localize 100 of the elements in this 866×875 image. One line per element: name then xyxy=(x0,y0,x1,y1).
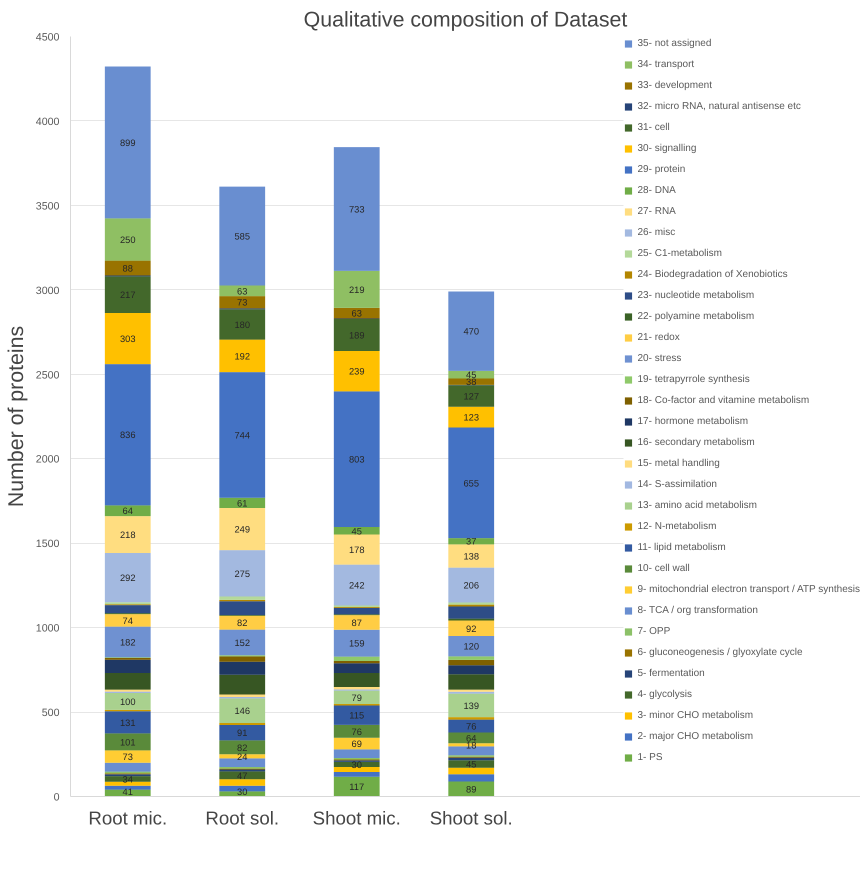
data-label: 88 xyxy=(122,264,133,274)
x-tick-label: Shoot sol. xyxy=(430,808,513,828)
data-label: 139 xyxy=(463,700,480,711)
y-tick-label: 1000 xyxy=(36,622,60,635)
data-label: 41 xyxy=(122,787,133,797)
data-label: 61 xyxy=(237,498,248,508)
data-label: 733 xyxy=(348,204,365,215)
data-label: 100 xyxy=(120,696,136,707)
data-label: 92 xyxy=(466,624,476,634)
data-label: 218 xyxy=(120,530,136,540)
legend-label: 9- mitochondrial electron transport / ATP synthesis xyxy=(637,583,860,597)
data-label: 192 xyxy=(234,351,250,362)
data-label: 836 xyxy=(120,430,136,440)
data-label: 82 xyxy=(237,618,248,628)
y-tick-label: 2500 xyxy=(36,369,60,382)
data-label: 146 xyxy=(234,706,250,716)
legend-label: 25- C1-metabolism xyxy=(637,247,722,261)
data-label: 69 xyxy=(352,739,362,750)
data-label: 180 xyxy=(234,320,250,330)
y-tick-label: 3000 xyxy=(36,284,60,297)
data-label: 249 xyxy=(234,524,250,535)
legend-label: 15- metal handling xyxy=(637,457,720,471)
legend-label: 22- polyamine metabolism xyxy=(637,310,754,324)
legend-label: 21- redox xyxy=(637,331,680,345)
data-label: 82 xyxy=(237,742,248,753)
data-label: 45 xyxy=(352,526,362,536)
y-tick-label: 1500 xyxy=(36,538,60,550)
data-label: 63 xyxy=(237,286,248,296)
legend-label: 18- Co-factor and vitamine metabolism xyxy=(637,394,810,408)
data-label: 206 xyxy=(463,580,480,591)
x-tick-label: Shoot mic. xyxy=(312,808,401,828)
legend-label: 1- PS xyxy=(637,751,662,765)
legend-label: 28- DNA xyxy=(637,184,676,198)
x-tick-label: Root mic. xyxy=(88,808,168,828)
data-label: 74 xyxy=(122,616,133,626)
data-label: 182 xyxy=(120,637,136,648)
legend-label: 14- S-assimilation xyxy=(637,478,717,492)
data-label: 45 xyxy=(466,759,476,770)
legend-label: 27- RNA xyxy=(637,205,676,219)
chart-title: Qualitative composition of Dataset xyxy=(304,8,628,32)
data-label: 159 xyxy=(348,638,365,649)
data-label: 275 xyxy=(234,568,250,579)
legend-label: 12- N-metabolism xyxy=(637,520,716,534)
data-label: 76 xyxy=(466,722,476,732)
legend-label: 33- development xyxy=(637,79,712,93)
legend-label: 17- hormone metabolism xyxy=(637,415,748,429)
data-label: 91 xyxy=(237,728,248,738)
legend-label: 32- micro RNA, natural antisense etc xyxy=(637,100,801,114)
data-label: 803 xyxy=(348,454,365,465)
x-tick-label: Root sol. xyxy=(205,808,280,828)
data-label: 101 xyxy=(120,737,136,748)
data-label: 87 xyxy=(352,618,362,628)
legend-label: 2- major CHO metabolism xyxy=(637,730,754,744)
data-label: 217 xyxy=(120,290,136,300)
data-label: 152 xyxy=(234,638,250,648)
legend-label: 31- cell xyxy=(637,121,670,135)
data-label: 47 xyxy=(237,770,248,781)
legend-label: 5- fermentation xyxy=(637,667,705,681)
data-label: 655 xyxy=(463,478,480,488)
data-label: 89 xyxy=(466,784,476,794)
legend-label: 30- signalling xyxy=(637,142,696,156)
data-label: 64 xyxy=(466,733,476,744)
legend-label: 13- amino acid metabolism xyxy=(637,499,757,513)
data-label: 38 xyxy=(466,377,476,388)
legend-label: 24- Biodegradation of Xenobiotics xyxy=(637,268,788,282)
data-label: 899 xyxy=(120,138,136,148)
data-label: 76 xyxy=(352,726,362,737)
legend-label: 23- nucleotide metabolism xyxy=(637,289,754,303)
data-label: 242 xyxy=(348,580,365,591)
y-tick-label: 500 xyxy=(42,707,60,720)
legend-label: 7- OPP xyxy=(637,625,670,639)
data-label: 123 xyxy=(463,412,480,423)
y-tick-label: 0 xyxy=(54,792,60,804)
legend-label: 19- tetrapyrrole synthesis xyxy=(637,373,750,387)
data-label: 189 xyxy=(348,330,365,341)
legend-label: 4- glycolysis xyxy=(637,688,692,702)
y-tick-label: 4000 xyxy=(36,116,60,128)
data-label: 303 xyxy=(120,334,136,344)
legend-label: 11- lipid metabolism xyxy=(637,541,726,555)
data-label: 178 xyxy=(348,545,365,556)
legend-label: 29- protein xyxy=(637,163,686,177)
data-label: 138 xyxy=(463,552,480,562)
data-label: 120 xyxy=(463,642,480,652)
legend-label: 10- cell wall xyxy=(637,562,690,576)
y-axis-title: Number of proteins xyxy=(4,326,28,508)
data-label: 292 xyxy=(120,573,136,584)
data-label: 585 xyxy=(234,232,250,242)
legend-label: 20- stress xyxy=(637,352,682,366)
data-label: 79 xyxy=(352,692,362,703)
data-label: 73 xyxy=(237,298,248,308)
data-label: 127 xyxy=(463,391,480,402)
y-tick-label: 3500 xyxy=(36,200,60,212)
data-label: 63 xyxy=(352,308,362,319)
data-label: 250 xyxy=(120,235,136,246)
data-label: 64 xyxy=(122,506,133,516)
y-tick-label: 2000 xyxy=(36,454,60,466)
data-label: 239 xyxy=(348,366,365,377)
legend-label: 6- gluconeogenesis / glyoxylate cycle xyxy=(637,646,803,660)
legend-label: 3- minor CHO metabolism xyxy=(637,709,754,723)
data-label: 744 xyxy=(234,430,250,440)
